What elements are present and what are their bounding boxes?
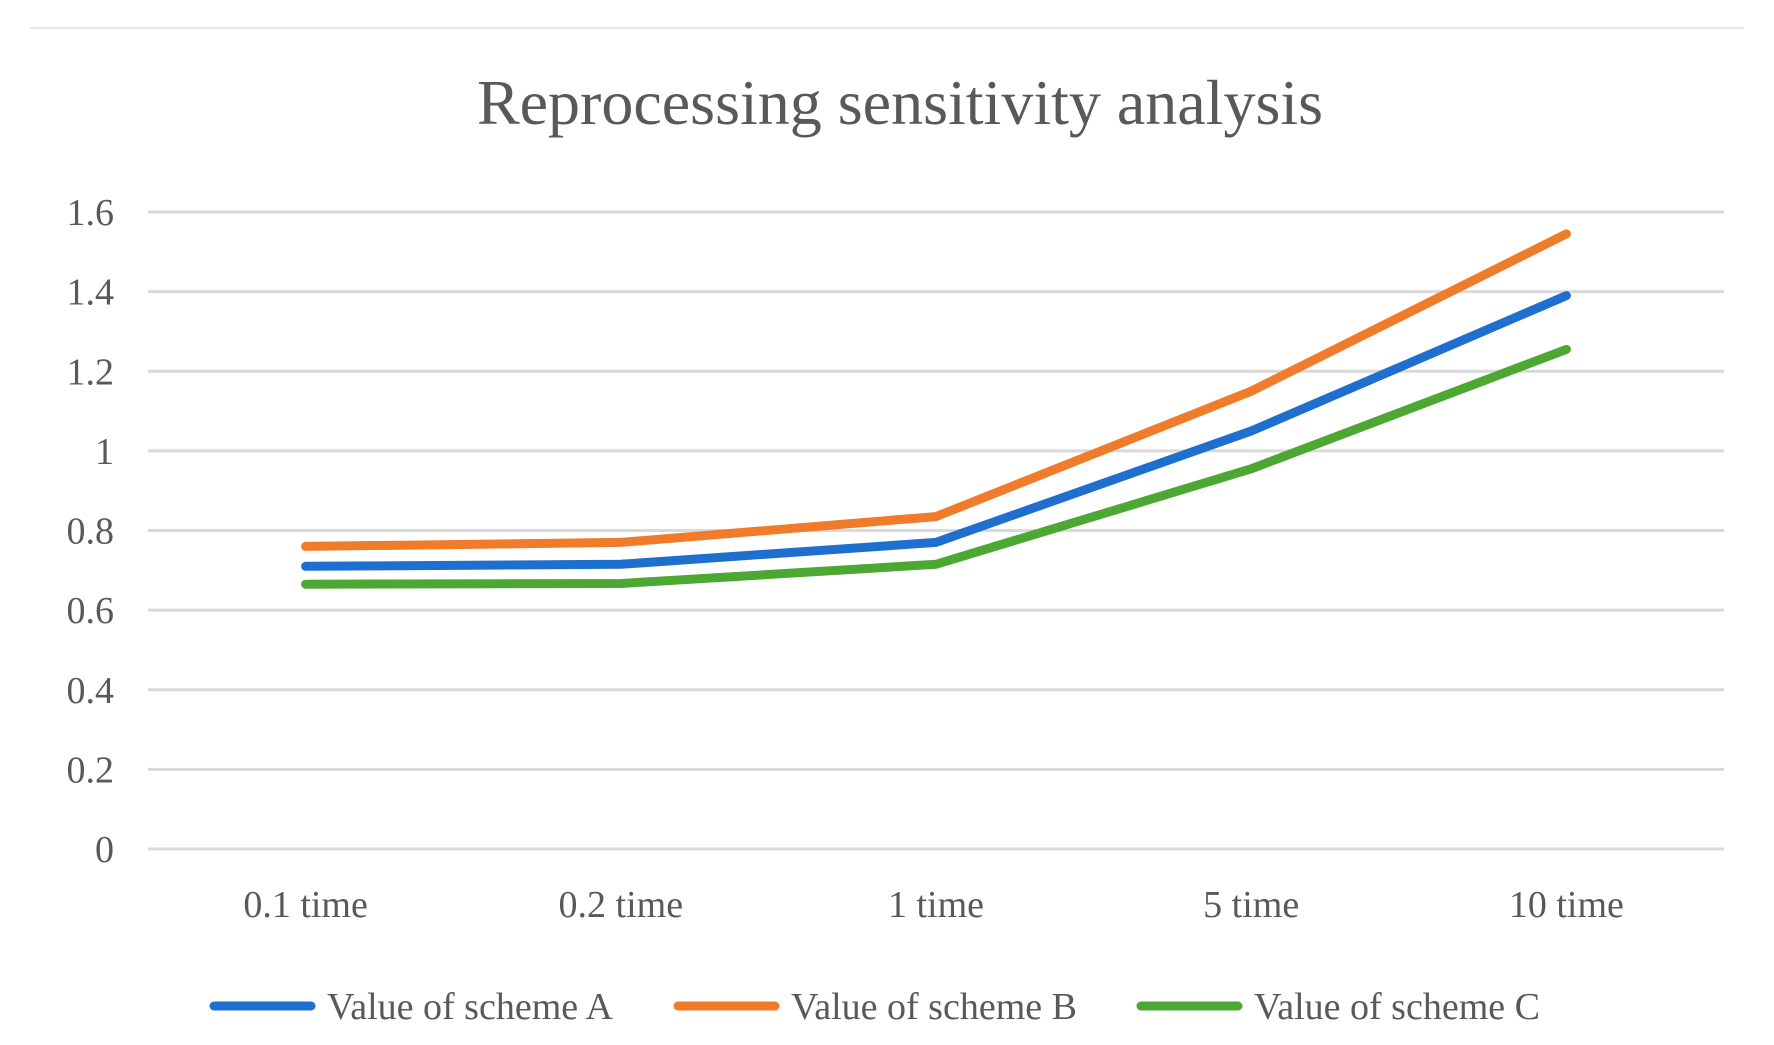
y-tick-label: 0.4	[67, 670, 115, 712]
chart-title: Reprocessing sensitivity analysis	[477, 67, 1323, 138]
legend: Value of scheme A Value of scheme B Value …	[209, 986, 1540, 1028]
legend-label: Value of scheme C	[1254, 986, 1540, 1028]
y-tick-label: 1	[95, 431, 114, 473]
x-tick-label: 5 time	[1203, 884, 1299, 926]
legend-item: Value of scheme A	[209, 986, 614, 1028]
series-layer	[301, 229, 1571, 589]
x-axis: 0.1 time 0.2 time 1 time 5 time 10 time	[243, 884, 1624, 926]
y-tick-label: 0.8	[67, 511, 115, 553]
y-tick-label: 1.4	[67, 272, 115, 314]
legend-item: Value of scheme B	[673, 986, 1077, 1028]
x-tick-label: 1 time	[888, 884, 984, 926]
x-tick-label: 0.1 time	[243, 884, 368, 926]
series-line-1	[301, 291, 1571, 571]
legend-label: Value of scheme B	[791, 986, 1077, 1028]
y-tick-label: 0	[95, 829, 114, 871]
y-axis: 0 0.2 0.4 0.6 0.8 1 1.2 1.4 1.6	[67, 192, 115, 871]
grid-layer	[148, 210, 1724, 851]
series-line-2	[301, 229, 1571, 551]
legend-label: Value of scheme A	[327, 986, 614, 1028]
legend-item: Value of scheme C	[1136, 986, 1540, 1028]
x-tick-label: 10 time	[1509, 884, 1624, 926]
series-line-3	[301, 344, 1571, 589]
y-tick-label: 1.2	[67, 351, 115, 393]
y-tick-label: 0.2	[67, 749, 115, 791]
y-tick-label: 0.6	[67, 590, 115, 632]
y-tick-label: 1.6	[67, 192, 115, 234]
x-tick-label: 0.2 time	[559, 884, 684, 926]
